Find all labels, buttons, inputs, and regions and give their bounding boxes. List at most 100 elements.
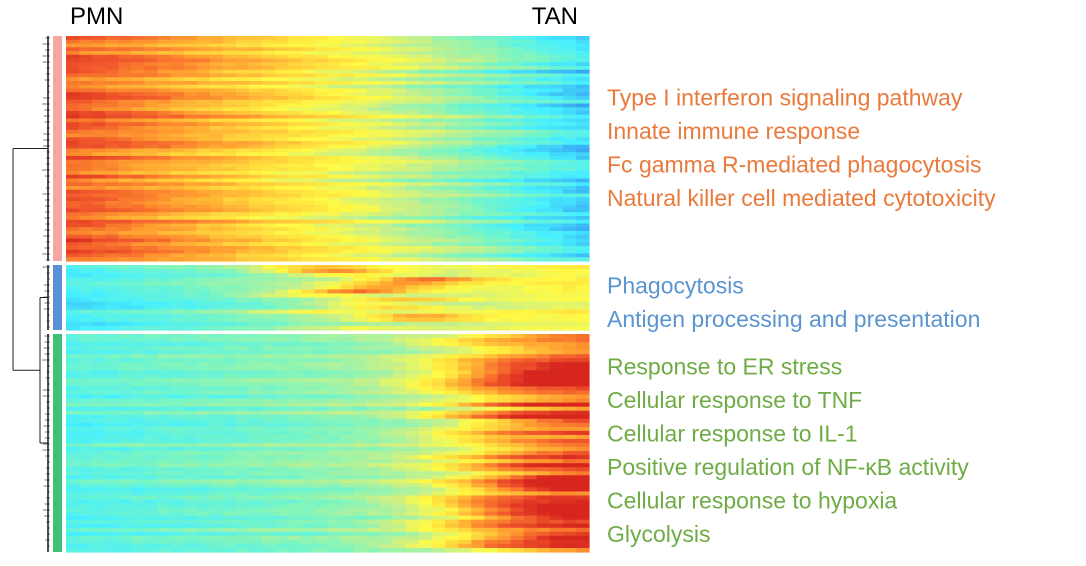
heatmap-cell xyxy=(105,426,119,432)
heatmap-cell xyxy=(249,374,263,380)
heatmap-cell xyxy=(523,293,538,299)
heatmap-cell xyxy=(458,422,472,428)
heatmap-cell xyxy=(392,443,407,448)
heatmap-cell xyxy=(275,163,289,168)
heatmap-cell xyxy=(131,201,146,206)
heatmap-cell xyxy=(131,174,146,180)
heatmap-cell xyxy=(340,144,355,150)
heatmap-cell xyxy=(510,99,525,105)
heatmap-cell xyxy=(432,58,446,63)
heatmap-cell xyxy=(575,197,590,202)
heatmap-cell xyxy=(131,242,146,247)
heatmap-cell xyxy=(523,273,538,278)
heatmap-cell xyxy=(131,103,146,108)
heatmap-cell xyxy=(314,212,329,217)
heatmap-cell xyxy=(562,219,577,225)
heatmap-cell xyxy=(575,114,590,120)
heatmap-cell xyxy=(510,309,525,315)
heatmap-cell xyxy=(523,402,538,408)
heatmap-cell xyxy=(275,77,289,82)
heatmap-cell xyxy=(170,301,185,307)
heatmap-cell xyxy=(471,515,485,521)
heatmap-cell xyxy=(275,73,289,78)
heatmap-cell xyxy=(275,382,289,388)
heatmap-cell xyxy=(235,305,250,311)
heatmap-cell xyxy=(170,129,185,135)
heatmap-cell xyxy=(222,231,237,236)
heatmap-cell xyxy=(222,386,237,392)
heatmap-cell xyxy=(157,253,172,258)
heatmap-cell xyxy=(79,374,93,380)
heatmap-cell xyxy=(523,362,538,367)
heatmap-cell xyxy=(196,171,211,176)
heatmap-cell xyxy=(379,174,394,180)
heatmap-cell xyxy=(405,133,420,138)
heatmap-cell xyxy=(471,297,485,303)
heatmap-cell xyxy=(471,66,485,71)
heatmap-cell xyxy=(170,297,185,303)
heatmap-cell xyxy=(196,96,211,101)
heatmap-cell xyxy=(275,129,289,135)
heatmap-cell xyxy=(575,193,590,198)
heatmap-cell xyxy=(523,309,538,315)
heatmap-cell xyxy=(327,463,342,468)
heatmap-cell xyxy=(262,204,276,210)
heatmap-cell xyxy=(575,231,590,236)
heatmap-cell xyxy=(301,386,316,392)
heatmap-cell xyxy=(405,242,420,247)
heatmap-cell xyxy=(484,479,499,484)
heatmap-cell xyxy=(314,503,329,509)
heatmap-cell xyxy=(314,410,329,416)
heatmap-cell xyxy=(288,219,302,225)
heatmap-cell xyxy=(275,414,289,420)
heatmap-cell xyxy=(262,402,276,408)
heatmap-cell xyxy=(562,499,577,505)
heatmap-cell xyxy=(392,114,407,120)
heatmap-cell xyxy=(484,418,499,424)
heatmap-cell xyxy=(314,447,329,452)
heatmap-cell xyxy=(340,499,355,505)
heatmap-cell xyxy=(92,378,106,384)
heatmap-cell xyxy=(314,122,329,127)
heatmap-cell xyxy=(249,66,263,71)
heatmap-cell xyxy=(471,406,485,412)
heatmap-cell xyxy=(222,88,237,93)
heatmap-cell xyxy=(419,152,433,157)
heatmap-cell xyxy=(340,253,355,258)
heatmap-cell xyxy=(209,148,224,153)
heatmap-cell xyxy=(262,148,276,153)
heatmap-cell xyxy=(445,527,459,533)
heatmap-cell xyxy=(458,499,472,505)
heatmap-cell xyxy=(562,118,577,123)
heatmap-cell xyxy=(523,212,538,217)
heatmap-cell xyxy=(314,459,329,464)
heatmap-cell xyxy=(445,197,459,202)
heatmap-cell xyxy=(144,47,159,52)
heatmap-cell xyxy=(497,133,512,138)
heatmap-cell xyxy=(196,475,211,480)
heatmap-cell xyxy=(405,289,420,295)
heatmap-cell xyxy=(379,390,394,396)
heatmap-cell xyxy=(419,483,433,489)
heatmap-cell xyxy=(262,507,276,513)
heatmap-cell xyxy=(222,459,237,464)
heatmap-cell xyxy=(484,242,499,247)
heatmap-cell xyxy=(196,515,211,521)
heatmap-cell xyxy=(209,62,224,67)
heatmap-cell xyxy=(262,285,276,290)
heatmap-cell xyxy=(170,455,185,460)
heatmap-cell xyxy=(92,523,106,529)
heatmap-cell xyxy=(105,455,119,460)
heatmap-cell xyxy=(288,77,302,82)
heatmap-cell xyxy=(79,51,93,56)
heatmap-cell xyxy=(288,354,302,359)
heatmap-cell xyxy=(79,77,93,82)
heatmap-cell xyxy=(340,242,355,247)
heatmap-cell xyxy=(249,84,263,90)
heatmap-cell xyxy=(340,77,355,82)
heatmap-cell xyxy=(79,475,93,480)
heatmap-cell xyxy=(575,182,590,187)
heatmap-cell xyxy=(118,281,132,286)
heatmap-cell xyxy=(419,242,433,247)
heatmap-cell xyxy=(392,455,407,460)
